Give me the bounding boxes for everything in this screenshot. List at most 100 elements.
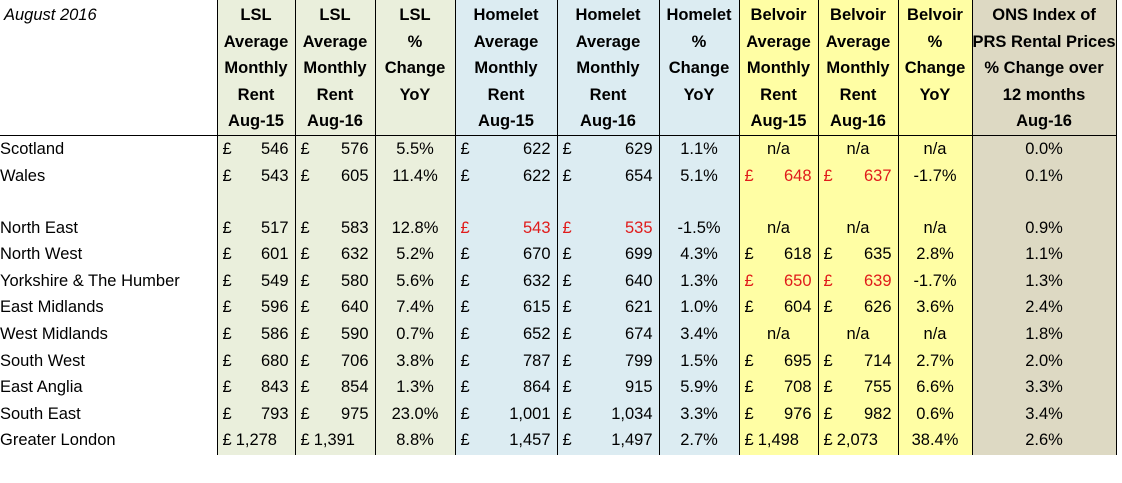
- currency-symbol: £: [300, 245, 310, 264]
- empty-cell: [217, 189, 296, 215]
- lsl-rent-aug15: £543: [217, 162, 296, 190]
- homelet-rent-aug15: £787: [455, 347, 558, 375]
- header-homelet-aug16: Homelet Average Monthly Rent Aug-16: [557, 0, 660, 136]
- currency-symbol: £: [562, 351, 572, 370]
- currency-cell: £1,391: [296, 427, 375, 454]
- empty-cell: [295, 189, 376, 215]
- header-line: Monthly: [576, 59, 640, 78]
- currency-symbol: £: [460, 378, 470, 397]
- homelet-rent-aug16: £535: [557, 214, 660, 242]
- ons-change-12m: 1.8%: [972, 321, 1117, 348]
- currency-cell: £699: [558, 241, 659, 268]
- empty-cell: [659, 189, 740, 215]
- spacer-row: [0, 189, 1117, 215]
- amount: 637: [863, 166, 892, 185]
- table-row: Scotland £546 £576 5.5% £622 £629 1.1% n/a n/a n/…: [0, 135, 1117, 163]
- lsl-change-yoy: 5.2%: [375, 241, 456, 268]
- homelet-rent-aug16: £674: [557, 321, 660, 348]
- currency-symbol: £: [823, 404, 833, 423]
- amount: 621: [624, 298, 653, 317]
- currency-cell: £915: [558, 374, 659, 401]
- currency-cell: £629: [558, 136, 659, 163]
- empty-cell: [818, 189, 899, 215]
- homelet-change-yoy: 3.4%: [659, 321, 740, 348]
- amount: 654: [624, 166, 653, 185]
- currency-cell: £654: [558, 163, 659, 190]
- amount: 629: [624, 139, 653, 158]
- currency-symbol: £: [744, 404, 754, 423]
- amount: 915: [624, 378, 653, 397]
- header-line: Rent: [316, 85, 354, 104]
- currency-symbol: £: [460, 431, 470, 450]
- amount: 843: [260, 378, 289, 397]
- homelet-rent-aug15: £1,001: [455, 400, 558, 428]
- empty-cell: [557, 189, 660, 215]
- currency-cell: £517: [218, 215, 295, 242]
- region-name: Greater London: [0, 427, 218, 456]
- table-row: West Midlands £586 £590 0.7% £652 £674 3.4% n/a…: [0, 321, 1117, 348]
- belvoir-rent-aug15: £650: [739, 267, 819, 295]
- homelet-change-yoy: 4.3%: [659, 241, 740, 268]
- currency-symbol: £: [460, 325, 470, 344]
- currency-cell: £549: [218, 268, 295, 295]
- region-name: Wales: [0, 162, 218, 190]
- currency-cell: £976: [740, 401, 818, 428]
- currency-symbol: £: [300, 378, 310, 397]
- currency-cell: £1,001: [456, 401, 557, 428]
- lsl-rent-aug15: £517: [217, 214, 296, 242]
- currency-symbol: £: [460, 245, 470, 264]
- header-line: Monthly: [746, 59, 811, 78]
- currency-symbol: £: [222, 271, 232, 290]
- currency-cell: £648: [740, 163, 818, 190]
- homelet-rent-aug16: £640: [557, 267, 660, 295]
- currency-cell: £535: [558, 215, 659, 242]
- lsl-rent-aug16: £583: [295, 214, 376, 242]
- homelet-rent-aug15: £622: [455, 135, 558, 163]
- lsl-rent-aug16: £706: [295, 347, 376, 375]
- header-belvoir-yoy: Belvoir% Change YoY: [898, 0, 973, 136]
- homelet-rent-aug16: £621: [557, 294, 660, 322]
- lsl-change-yoy: 1.3%: [375, 374, 456, 401]
- header-line: Rent: [760, 85, 797, 104]
- currency-symbol: £: [744, 271, 754, 290]
- currency-symbol: £: [222, 245, 232, 264]
- homelet-rent-aug15: £864: [455, 374, 558, 401]
- header-belvoir-aug16: Belvoir Average Monthly Rent Aug-16: [818, 0, 899, 136]
- table-row: East Anglia £843 £854 1.3% £864 £915 5.9% £708 £…: [0, 374, 1117, 401]
- region-name: East Anglia: [0, 374, 218, 401]
- homelet-change-yoy: 5.9%: [659, 374, 740, 401]
- lsl-rent-aug15: £546: [217, 135, 296, 163]
- header-line: Aug-16: [307, 112, 363, 131]
- currency-cell: £854: [296, 374, 375, 401]
- lsl-rent-aug16: £854: [295, 374, 376, 401]
- header-line: Belvoir: [750, 6, 807, 24]
- currency-symbol: £: [222, 139, 232, 158]
- table-row: Greater London £1,278 £1,391 8.8% £1,457 £1,4…: [0, 427, 1117, 456]
- ons-change-12m: 2.0%: [972, 347, 1117, 375]
- amount: 670: [522, 245, 551, 264]
- currency-cell: £622: [456, 136, 557, 163]
- belvoir-rent-aug16: n/a: [818, 321, 899, 348]
- currency-cell: £601: [218, 241, 295, 268]
- homelet-change-yoy: 1.3%: [659, 267, 740, 295]
- header-line: Average: [302, 32, 368, 51]
- ons-change-12m: 2.4%: [972, 294, 1117, 322]
- currency-cell: £650: [740, 268, 818, 295]
- empty-cell: [375, 189, 456, 215]
- homelet-rent-aug15: £670: [455, 241, 558, 268]
- lsl-change-yoy: 12.8%: [375, 214, 456, 242]
- homelet-rent-aug15: £1,457: [455, 427, 558, 456]
- homelet-rent-aug15: £632: [455, 267, 558, 295]
- header-line: Average: [746, 32, 811, 51]
- currency-cell: £596: [218, 294, 295, 321]
- ons-change-12m: 0.0%: [972, 135, 1117, 163]
- amount: 2,073: [836, 431, 878, 450]
- amount: 864: [522, 378, 551, 397]
- currency-cell: £621: [558, 294, 659, 321]
- belvoir-change-yoy: -1.7%: [898, 162, 973, 190]
- amount: 626: [863, 298, 892, 317]
- currency-symbol: £: [744, 298, 754, 317]
- currency-cell: £1,034: [558, 401, 659, 428]
- belvoir-rent-aug15: £648: [739, 162, 819, 190]
- homelet-rent-aug15: £622: [455, 162, 558, 190]
